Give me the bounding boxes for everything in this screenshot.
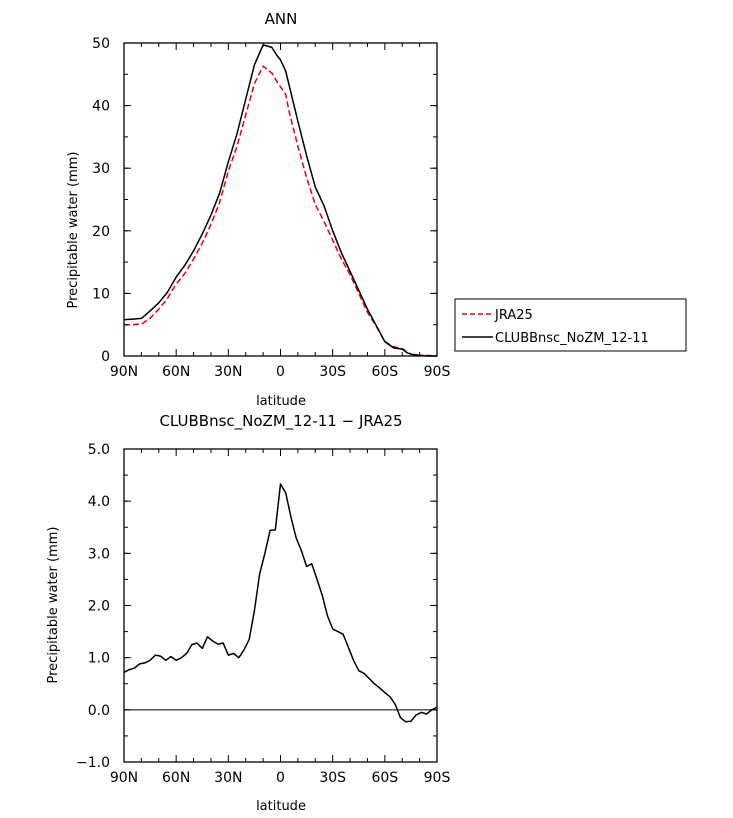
x-tick-label: 60N	[162, 770, 190, 786]
y-tick-label: 0	[101, 349, 110, 365]
chart-title: CLUBBnsc_NoZM_12-11 − JRA25	[159, 412, 402, 431]
x-tick-label: 0	[276, 770, 285, 786]
y-tick-label: 0.0	[88, 703, 110, 719]
y-tick-label: 30	[92, 161, 110, 177]
y-tick-label: 1.0	[88, 651, 110, 667]
series-line-difference-0	[123, 483, 438, 723]
x-tick-label: 90S	[424, 364, 451, 380]
x-tick-label: 60S	[371, 770, 398, 786]
x-tick-label: 60S	[371, 364, 398, 380]
chart-title: ANN	[265, 10, 298, 28]
x-tick-label: 90S	[424, 770, 451, 786]
y-tick-label: 10	[92, 286, 110, 302]
y-tick-label: 4.0	[88, 494, 110, 510]
y-tick-label: 20	[92, 224, 110, 240]
y-tick-label: 50	[92, 36, 110, 52]
legend: JRA25 CLUBBnsc_NoZM_12-11	[454, 298, 687, 352]
plot-frame	[123, 448, 438, 763]
legend-label-clubb: CLUBBnsc_NoZM_12-11	[495, 331, 649, 346]
x-tick-label: 90N	[110, 364, 138, 380]
y-tick-label: 3.0	[88, 546, 110, 562]
y-tick-label: −1.0	[76, 755, 110, 771]
y-axis-label: Precipitable water (mm)	[66, 152, 81, 309]
x-axis-label: latitude	[256, 799, 306, 814]
legend-box	[454, 298, 687, 352]
x-tick-label: 30N	[214, 770, 242, 786]
climatology-panel: ANN 90N 60N 30N 0 30S 60S 90S 0 10 20 30 40 50 latit…	[66, 10, 450, 409]
x-tick-label: 30S	[319, 364, 346, 380]
series-line-clubbnsc-nozm-12-11	[123, 44, 437, 357]
y-tick-label: 2.0	[88, 599, 110, 615]
plot-frame	[123, 42, 438, 357]
y-tick-label: 5.0	[88, 442, 110, 458]
difference-panel: CLUBBnsc_NoZM_12-11 − JRA25 90N 60N 30N 0 30…	[46, 412, 450, 814]
series-line-jra25	[124, 65, 438, 357]
legend-label-jra25: JRA25	[494, 308, 533, 323]
x-tick-label: 30N	[214, 364, 242, 380]
x-tick-label: 90N	[110, 770, 138, 786]
y-axis-label: Precipitable water (mm)	[46, 527, 61, 684]
x-tick-label: 60N	[162, 364, 190, 380]
x-tick-label: 0	[276, 364, 285, 380]
y-tick-label: 40	[92, 99, 110, 115]
x-axis-label: latitude	[256, 394, 306, 409]
x-tick-label: 30S	[319, 770, 346, 786]
